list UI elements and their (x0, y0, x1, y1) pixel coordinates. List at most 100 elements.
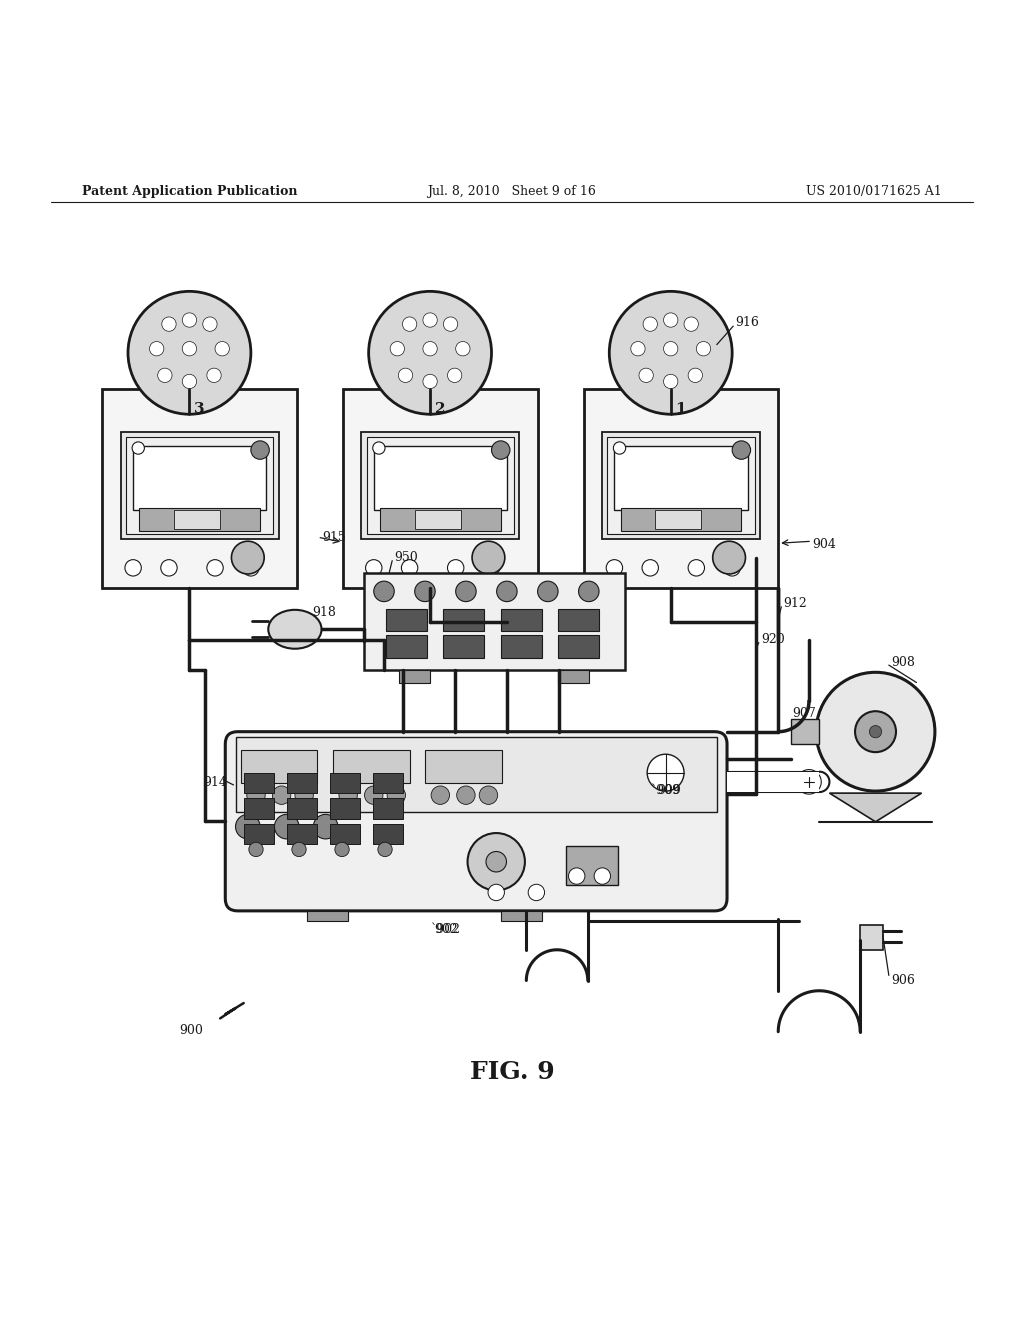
Circle shape (415, 581, 435, 602)
Circle shape (447, 560, 464, 576)
Circle shape (182, 313, 197, 327)
Circle shape (182, 342, 197, 356)
Bar (364, 573, 625, 671)
Circle shape (274, 814, 299, 840)
Bar (425, 750, 502, 783)
Bar (443, 635, 484, 657)
Circle shape (816, 672, 935, 791)
Circle shape (402, 317, 417, 331)
Circle shape (390, 342, 404, 356)
Circle shape (398, 368, 413, 383)
Circle shape (613, 442, 626, 454)
Bar (241, 750, 317, 783)
Circle shape (724, 560, 740, 576)
Circle shape (538, 581, 558, 602)
Circle shape (486, 851, 507, 873)
Circle shape (295, 785, 313, 804)
Bar (330, 799, 360, 818)
Bar (287, 799, 317, 818)
Circle shape (606, 560, 623, 576)
Text: `909: `909 (651, 784, 681, 796)
Circle shape (456, 342, 470, 356)
Text: 918: 918 (312, 606, 336, 619)
Bar (244, 799, 274, 818)
Circle shape (132, 442, 144, 454)
Bar (558, 635, 599, 657)
Bar (121, 432, 279, 539)
Text: 3: 3 (195, 403, 205, 416)
Bar (373, 772, 403, 793)
Circle shape (684, 317, 698, 331)
Text: 908: 908 (891, 656, 914, 668)
Bar (244, 824, 274, 845)
Bar (102, 388, 297, 589)
Text: 912: 912 (783, 597, 807, 610)
Text: 914: 914 (203, 776, 226, 789)
Circle shape (869, 726, 882, 738)
Bar (139, 508, 260, 531)
Circle shape (664, 313, 678, 327)
Bar (287, 824, 317, 845)
Circle shape (339, 785, 357, 804)
Circle shape (272, 785, 291, 804)
Bar (399, 671, 430, 682)
Circle shape (568, 867, 585, 884)
Circle shape (457, 785, 475, 804)
Circle shape (488, 884, 505, 900)
Text: `902: `902 (431, 923, 461, 936)
Circle shape (373, 442, 385, 454)
Bar (343, 388, 538, 589)
Bar (558, 609, 599, 631)
Circle shape (664, 342, 678, 356)
Text: 904: 904 (812, 537, 836, 550)
Bar (386, 635, 427, 657)
Circle shape (579, 581, 599, 602)
Circle shape (447, 368, 462, 383)
Circle shape (128, 292, 251, 414)
Circle shape (443, 317, 458, 331)
Circle shape (492, 441, 510, 459)
Bar (566, 846, 617, 886)
Circle shape (161, 560, 177, 576)
Text: 902: 902 (434, 923, 458, 936)
Circle shape (207, 368, 221, 383)
Circle shape (639, 368, 653, 383)
Bar (614, 446, 748, 511)
Bar (443, 609, 484, 631)
Circle shape (203, 317, 217, 331)
Bar (244, 772, 274, 793)
Bar (374, 446, 507, 511)
Circle shape (231, 541, 264, 574)
Text: FIG. 9: FIG. 9 (470, 1060, 554, 1084)
Circle shape (292, 842, 306, 857)
Circle shape (150, 342, 164, 356)
Circle shape (664, 375, 678, 388)
Circle shape (647, 754, 684, 791)
Circle shape (423, 342, 437, 356)
Circle shape (162, 317, 176, 331)
Bar (860, 925, 883, 950)
Bar (558, 671, 589, 682)
Circle shape (643, 317, 657, 331)
Bar (307, 911, 348, 921)
Bar (373, 824, 403, 845)
Bar (367, 437, 514, 535)
Circle shape (313, 814, 338, 840)
Bar (584, 388, 778, 589)
Circle shape (688, 560, 705, 576)
Bar (386, 609, 427, 631)
Circle shape (401, 560, 418, 576)
Polygon shape (829, 793, 922, 822)
Circle shape (236, 814, 260, 840)
Bar (133, 446, 266, 511)
Circle shape (423, 313, 437, 327)
Circle shape (243, 560, 259, 576)
FancyBboxPatch shape (225, 731, 727, 911)
Bar (501, 609, 542, 631)
Text: 916: 916 (735, 315, 759, 329)
Circle shape (528, 884, 545, 900)
Circle shape (366, 560, 382, 576)
Bar (174, 511, 220, 529)
Bar (330, 824, 360, 845)
Circle shape (631, 342, 645, 356)
